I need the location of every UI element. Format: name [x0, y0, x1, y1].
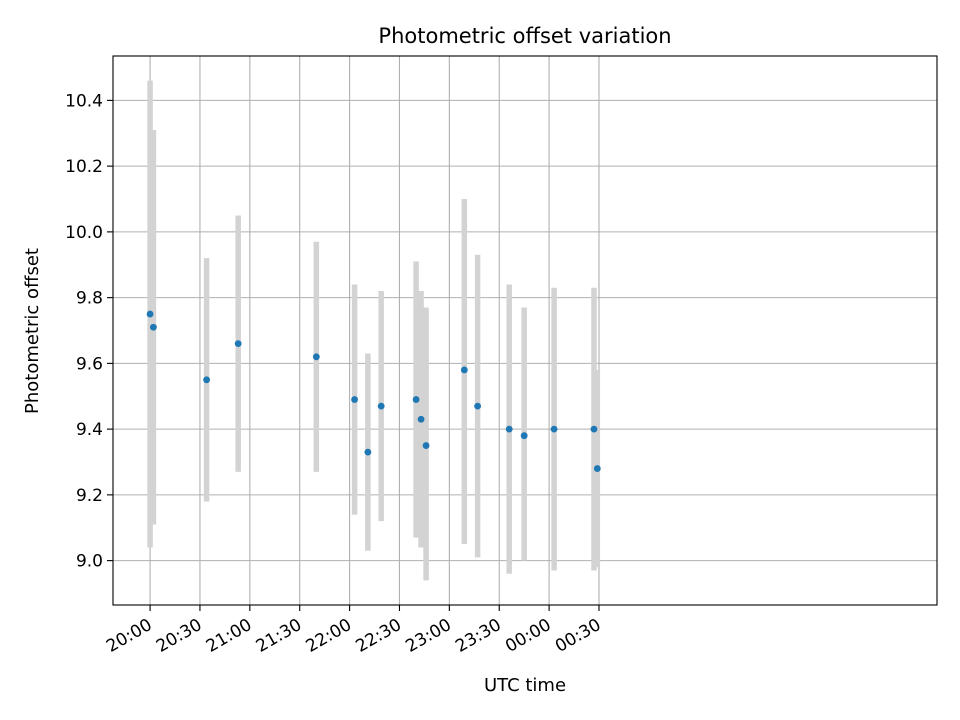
data-point [590, 425, 598, 433]
data-point [550, 425, 558, 433]
data-point [234, 340, 242, 348]
data-point [417, 415, 425, 423]
y-tick-label: 9.6 [76, 354, 103, 374]
data-point [505, 425, 513, 433]
y-tick-label: 10.2 [65, 157, 103, 177]
axes-frame [112, 55, 938, 606]
y-tick-label: 9.4 [76, 420, 103, 440]
y-tick-label: 10.0 [65, 223, 103, 243]
y-tick-label: 9.2 [76, 486, 103, 506]
data-point [422, 442, 430, 449]
x-axis-label: UTC time [484, 675, 566, 696]
data-point [312, 353, 320, 361]
y-axis-label: Photometric offset [22, 248, 43, 414]
data-point [351, 396, 358, 403]
data-point [412, 396, 420, 403]
data-points [146, 310, 601, 472]
chart-title: Photometric offset variation [378, 24, 671, 48]
y-axis-ticks: 9.0 9.2 9.4 9.6 9.8 10.0 10.2 10.4 [65, 91, 113, 572]
data-point [520, 432, 528, 440]
data-point [593, 465, 601, 472]
data-point [460, 366, 468, 374]
y-tick-label: 10.4 [65, 91, 103, 111]
y-tick-label: 9.8 [76, 289, 103, 309]
data-point [146, 310, 154, 318]
data-point [474, 402, 482, 410]
data-point [203, 376, 211, 384]
data-point [377, 402, 385, 410]
data-point [150, 323, 157, 331]
data-point [364, 448, 372, 456]
y-tick-label: 9.0 [76, 552, 103, 572]
